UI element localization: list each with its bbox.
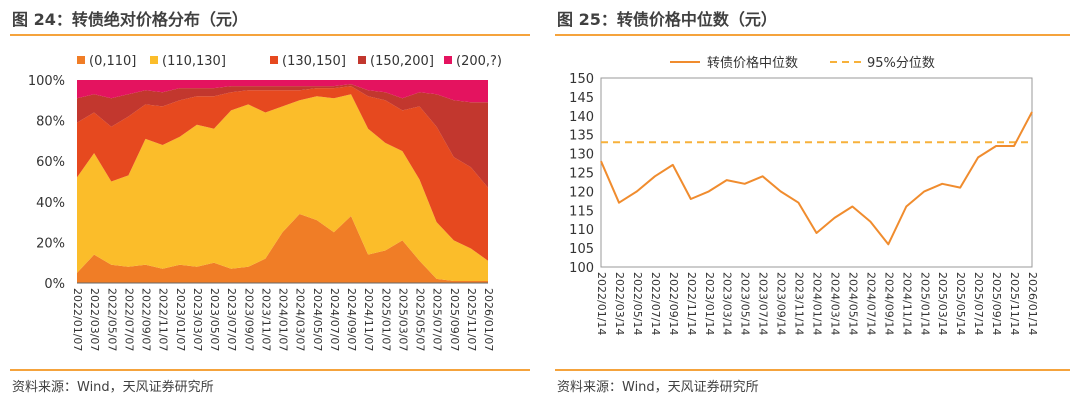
- legend-label-p95: 95%分位数: [867, 56, 935, 71]
- x-tick-label: 2023/07/07: [225, 288, 238, 351]
- x-tick-label: 2024/11/14: [900, 272, 913, 335]
- right-title-rule: [555, 34, 1070, 36]
- area-series-3: [77, 86, 488, 261]
- x-tick-label: 2024/09/07: [345, 288, 358, 351]
- x-tick-label: 2023/11/07: [259, 288, 272, 351]
- area-series-1: [77, 214, 488, 283]
- right-source-rule: [555, 369, 1070, 371]
- x-tick-label: 2025/05/07: [414, 288, 427, 351]
- left-source-rule: [10, 369, 530, 371]
- median-price-line: [600, 111, 1033, 246]
- x-tick-label: 2025/01/14: [918, 272, 931, 335]
- x-tick-label: 2023/01/07: [174, 288, 187, 351]
- x-tick-label: 2023/05/07: [208, 288, 221, 351]
- plot-frame: [600, 77, 1033, 268]
- x-tick-label: 2022/11/07: [157, 288, 170, 351]
- x-tick-label: 2025/01/07: [379, 288, 392, 351]
- area-series-2: [77, 94, 488, 281]
- x-tick-label: 2024/03/14: [828, 272, 841, 335]
- x-tick-label: 2025/07/07: [431, 288, 444, 351]
- x-tick-label: 2023/07/14: [757, 272, 770, 335]
- x-tick-label: 2023/05/14: [739, 272, 752, 335]
- y-tick-label: 140: [569, 110, 594, 125]
- x-tick-label: 2025/07/14: [972, 272, 985, 335]
- x-tick-label: 2026/01/07: [482, 288, 495, 351]
- x-tick-label: 2023/09/07: [242, 288, 255, 351]
- x-tick-label: 2023/01/14: [703, 272, 716, 335]
- legend-label: (0,110]: [89, 54, 136, 69]
- x-tick-label: 2024/05/14: [846, 272, 859, 335]
- x-tick-label: 2022/09/07: [140, 288, 153, 351]
- x-tick-label: 2022/03/14: [613, 272, 626, 335]
- x-tick-label: 2025/11/07: [465, 288, 478, 351]
- x-tick-label: 2023/09/14: [775, 272, 788, 335]
- right-figure-title: 图 25：转债价格中位数（元）: [557, 10, 777, 29]
- x-tick-label: 2026/01/14: [1026, 272, 1039, 335]
- y-tick-label: 115: [569, 204, 594, 219]
- x-tick-label: 2025/09/07: [448, 288, 461, 351]
- y-tick-label: 100: [569, 261, 594, 276]
- x-tick-label: 2023/03/07: [191, 288, 204, 351]
- legend-swatch: [77, 56, 85, 64]
- y-tick-label: 130: [569, 148, 594, 163]
- area-series-5: [77, 80, 488, 103]
- x-tick-label: 2024/07/07: [328, 288, 341, 351]
- legend-label: (200,?): [456, 54, 502, 69]
- x-tick-label: 2022/03/07: [88, 288, 101, 351]
- right-source-note: 资料来源：Wind，天风证券研究所: [557, 380, 759, 395]
- y-tick-label: 80%: [36, 115, 65, 130]
- x-tick-label: 2022/01/07: [71, 288, 84, 351]
- y-tick-label: 110: [569, 223, 594, 238]
- left-source-note: 资料来源：Wind，天风证券研究所: [12, 380, 214, 395]
- x-tick-label: 2023/11/14: [793, 272, 806, 335]
- x-tick-label: 2022/09/14: [667, 272, 680, 335]
- x-tick-label: 2025/03/07: [396, 288, 409, 351]
- left-chart-panel: 图 24：转债绝对价格分布（元） 0% 20% 40% 60% 80% 100% 2022/…: [10, 10, 530, 395]
- median-line-chart: 100 105 110 115 120 125 130 135 140 145 150 2022/01…: [569, 55, 1039, 335]
- legend-swatch: [444, 56, 452, 64]
- x-tick-label: 2022/01/14: [595, 272, 608, 335]
- y-tick-label: 135: [569, 129, 594, 144]
- x-tick-label: 2024/09/14: [882, 272, 895, 335]
- legend-swatch: [358, 56, 366, 64]
- x-tick-label: 2022/07/07: [122, 288, 135, 351]
- y-tick-label: 105: [569, 242, 594, 257]
- x-tick-label: 2024/01/07: [277, 288, 290, 351]
- left-title-rule: [10, 34, 530, 36]
- legend-label: (130,150]: [282, 54, 346, 69]
- x-tick-label: 2022/05/14: [631, 272, 644, 335]
- y-tick-label: 40%: [36, 196, 65, 211]
- x-tick-label: 2024/07/14: [864, 272, 877, 335]
- y-tick-label: 120: [569, 185, 594, 200]
- legend-label: (150,200]: [370, 54, 434, 69]
- y-tick-label: 125: [569, 167, 594, 182]
- y-tick-label: 20%: [36, 236, 65, 251]
- x-tick-label: 2025/03/14: [936, 272, 949, 335]
- legend-label: (110,130]: [162, 54, 226, 69]
- x-tick-label: 2024/03/07: [294, 288, 307, 351]
- y-tick-label: 145: [569, 91, 594, 106]
- y-tick-label: 100%: [28, 74, 65, 89]
- x-tick-label: 2025/11/14: [1008, 272, 1021, 335]
- x-tick-label: 2024/11/07: [362, 288, 375, 351]
- legend-swatch: [150, 56, 158, 64]
- x-tick-label: 2022/11/14: [685, 272, 698, 335]
- x-tick-label: 2025/09/14: [990, 272, 1003, 335]
- right-chart-panel: 图 25：转债价格中位数（元） 100 105 110 115 120 125 130 135…: [545, 0, 1080, 400]
- x-tick-label: 2022/05/07: [105, 288, 118, 351]
- y-tick-label: 150: [569, 72, 594, 87]
- legend-swatch: [270, 56, 278, 64]
- y-tick-label: 60%: [36, 155, 65, 170]
- y-tick-label: 0%: [44, 277, 65, 292]
- x-tick-label: 2022/07/14: [649, 272, 662, 335]
- stacked-area-chart: 0% 20% 40% 60% 80% 100% 2022/01/07 2022/03/07 20…: [28, 54, 502, 351]
- x-tick-label: 2024/05/07: [311, 288, 324, 351]
- legend-label-median: 转债价格中位数: [707, 55, 798, 71]
- left-figure-title: 图 24：转债绝对价格分布（元）: [12, 10, 248, 29]
- x-tick-label: 2024/01/14: [811, 272, 824, 335]
- x-tick-label: 2025/05/14: [954, 272, 967, 335]
- x-tick-label: 2023/03/14: [721, 272, 734, 335]
